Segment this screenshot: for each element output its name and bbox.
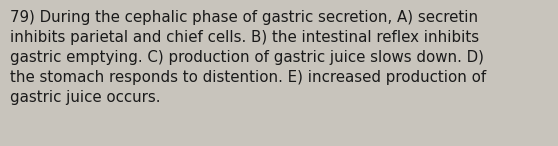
- Text: 79) During the cephalic phase of gastric secretion, A) secretin
inhibits parieta: 79) During the cephalic phase of gastric…: [10, 10, 486, 105]
